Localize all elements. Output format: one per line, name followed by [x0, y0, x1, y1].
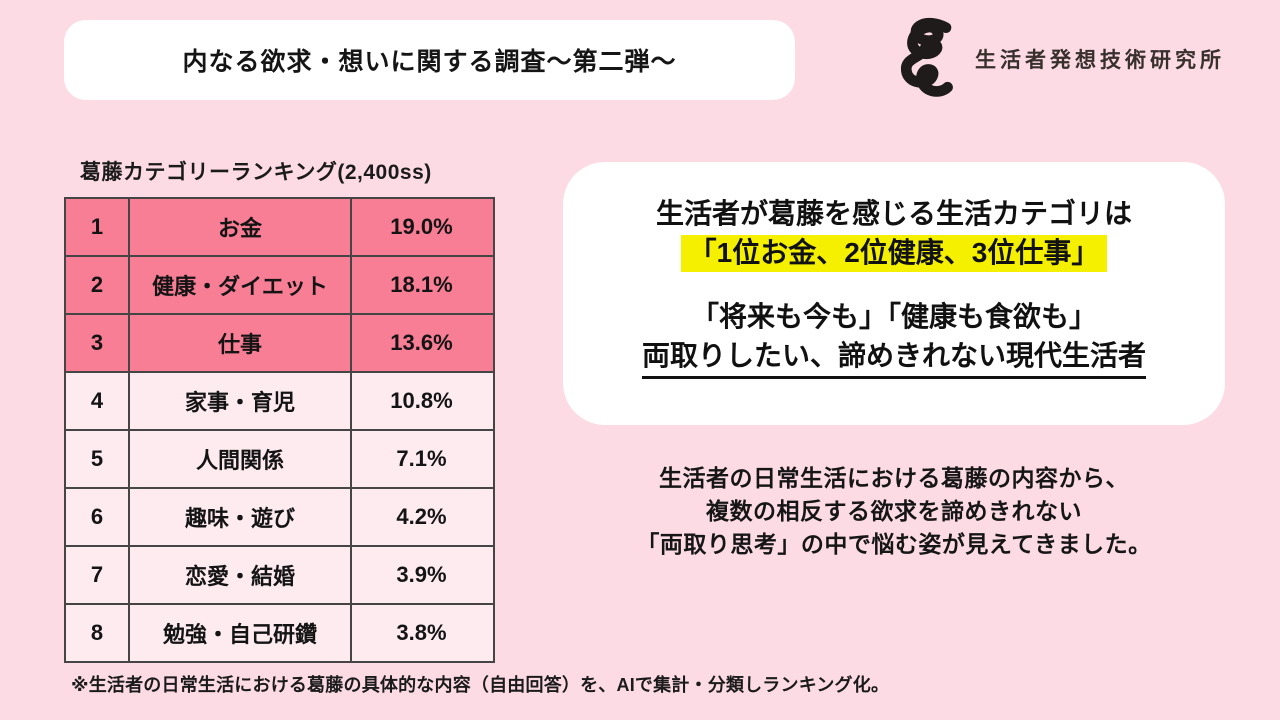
page-title: 内なる欲求・想いに関する調査～第二弾～	[182, 48, 677, 76]
rank-cell: 2	[66, 257, 130, 313]
rank-cell: 5	[66, 431, 130, 487]
squiggle-logo-icon	[900, 17, 953, 97]
headline-line1: 生活者が葛藤を感じる生活カテゴリは	[655, 198, 1132, 229]
category-cell: 家事・育児	[130, 373, 352, 429]
org-name: 生活者発想技術研究所	[975, 49, 1225, 72]
rank-cell: 8	[66, 605, 130, 661]
table-row: 7 恋愛・結婚 3.9%	[66, 547, 493, 605]
table-row: 6 趣味・遊び 4.2%	[66, 489, 493, 547]
percent-cell: 4.2%	[396, 504, 447, 529]
conflict-ranking-table: 1 お金 19.0% 2 健康・ダイエット 18.1% 3 仕事 13.6% 4…	[64, 197, 495, 663]
paragraph-line3: 「両取り思考」の中で悩む姿が見えてきました。	[636, 531, 1152, 557]
category-cell: お金	[130, 199, 352, 255]
rank-cell: 6	[66, 489, 130, 545]
table-row: 8 勉強・自己研鑽 3.8%	[66, 605, 493, 663]
rank-cell: 4	[66, 373, 130, 429]
category-cell: 健康・ダイエット	[130, 257, 352, 313]
percent-cell: 18.1%	[390, 272, 453, 297]
headline-line3: 「将来も今も」「健康も食欲も」	[690, 301, 1097, 332]
table-row: 1 お金 19.0%	[66, 199, 493, 257]
table-row: 5 人間関係 7.1%	[66, 431, 493, 489]
rank-cell: 3	[66, 315, 130, 371]
summary-paragraph: 生活者の日常生活における葛藤の内容から、 複数の相反する欲求を諦めきれない 「両…	[563, 462, 1225, 561]
org-logo: 生活者発想技術研究所	[893, 16, 1238, 102]
headline-card: 生活者が葛藤を感じる生活カテゴリは 「1位お金、2位健康、3位仕事」 「将来も今…	[563, 162, 1225, 425]
headline-line2-highlighted: 「1位お金、2位健康、3位仕事」	[680, 235, 1108, 272]
percent-cell: 13.6%	[390, 330, 453, 355]
headline-line4-underlined: 両取りしたい、諦めきれない現代生活者	[641, 339, 1146, 379]
category-cell: 仕事	[130, 315, 352, 371]
table-row: 2 健康・ダイエット 18.1%	[66, 257, 493, 315]
percent-cell: 10.8%	[390, 388, 453, 413]
percent-cell: 19.0%	[390, 214, 453, 239]
category-cell: 人間関係	[130, 431, 352, 487]
rank-cell: 7	[66, 547, 130, 603]
paragraph-line2: 複数の相反する欲求を諦めきれない	[706, 498, 1082, 524]
footnote: ※生活者の日常生活における葛藤の具体的な内容（自由回答）を、AIで集計・分類しラ…	[71, 675, 890, 695]
category-cell: 趣味・遊び	[130, 489, 352, 545]
percent-cell: 3.8%	[396, 620, 447, 645]
percent-cell: 3.9%	[396, 562, 447, 587]
percent-cell: 7.1%	[396, 446, 447, 471]
title-banner: 内なる欲求・想いに関する調査～第二弾～	[64, 20, 795, 100]
table-row: 4 家事・育児 10.8%	[66, 373, 493, 431]
category-cell: 恋愛・結婚	[130, 547, 352, 603]
table-title: 葛藤カテゴリーランキング(2,400ss)	[80, 161, 432, 184]
category-cell: 勉強・自己研鑽	[130, 605, 352, 661]
rank-cell: 1	[66, 199, 130, 255]
table-row: 3 仕事 13.6%	[66, 315, 493, 373]
paragraph-line1: 生活者の日常生活における葛藤の内容から、	[659, 465, 1129, 491]
